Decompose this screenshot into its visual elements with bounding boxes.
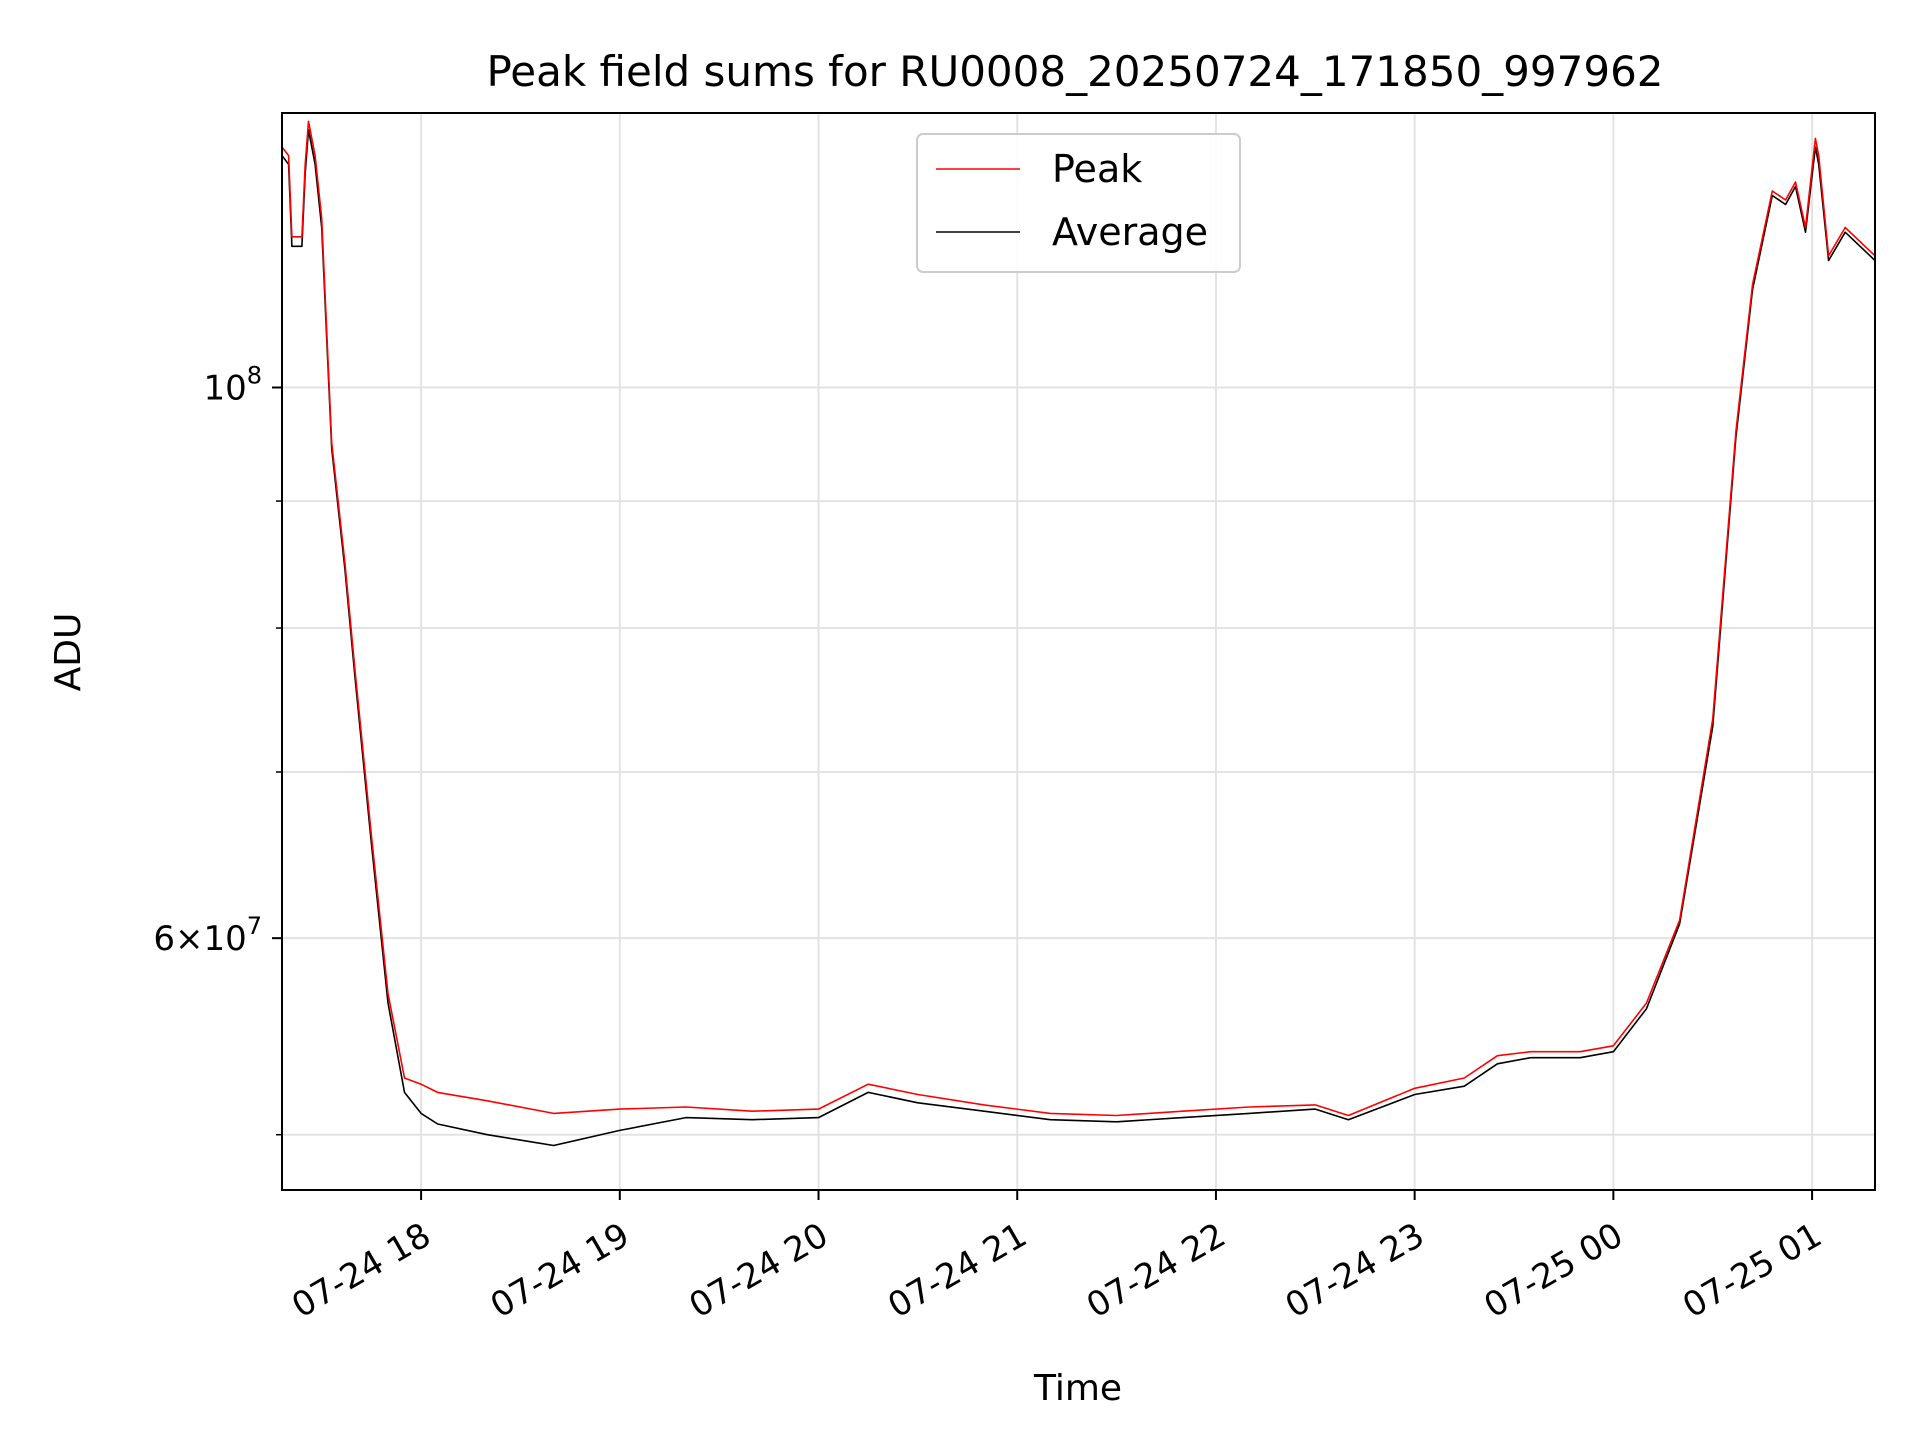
chart-title: Peak field sums for RU0008_20250724_1718… <box>486 47 1663 96</box>
plot-frame <box>281 112 1876 1191</box>
y-tick-label: 6×107 <box>153 912 262 959</box>
x-axis-label: Time <box>1033 1368 1122 1409</box>
y-tick-label: 108 <box>203 362 262 409</box>
y-axis-label: ADU <box>48 613 89 692</box>
series-layer <box>281 120 1876 1147</box>
legend: Peak Average <box>916 133 1241 273</box>
legend-label-average: Average <box>1052 210 1208 254</box>
y-axis: 108 6×107 <box>153 362 282 1136</box>
legend-label-peak: Peak <box>1052 147 1142 191</box>
grid <box>282 113 1875 1190</box>
series-line-peak <box>281 120 1876 1117</box>
